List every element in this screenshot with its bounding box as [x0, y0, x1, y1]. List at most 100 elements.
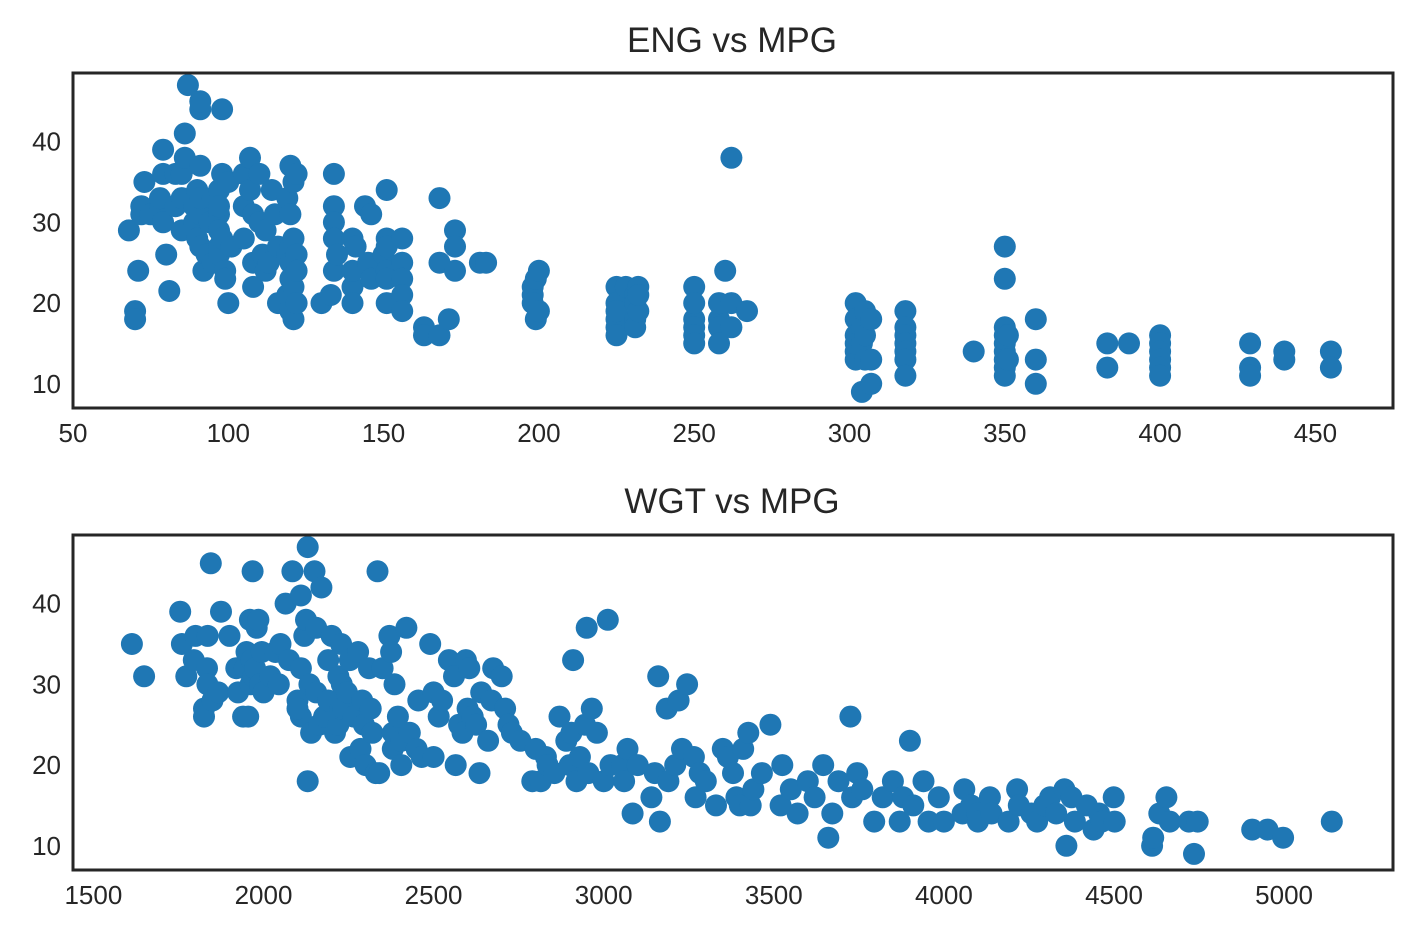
data-point: [1055, 834, 1078, 857]
data-point: [199, 552, 222, 575]
data-point: [344, 235, 367, 258]
data-point: [210, 600, 232, 623]
data-point: [626, 754, 649, 777]
data-point: [330, 633, 353, 655]
data-point: [1183, 842, 1205, 865]
data-point: [232, 227, 255, 250]
y-tick-label: 40: [32, 589, 61, 619]
data-point: [1096, 356, 1119, 379]
data-point: [395, 616, 418, 639]
x-tick-label: 200: [517, 418, 560, 448]
x-axis-ticks: 1500 2000 2500 3000 3500 4000 4500 5000: [64, 880, 1313, 910]
data-point: [218, 624, 241, 647]
axes-frame: [71, 533, 1395, 872]
data-point: [269, 633, 292, 655]
scatter-points: [117, 74, 1342, 403]
data-point: [978, 786, 1001, 809]
data-point: [562, 649, 585, 672]
data-point: [359, 697, 382, 720]
data-point: [189, 154, 212, 177]
data-point: [683, 275, 706, 298]
data-point: [1118, 332, 1140, 355]
data-point: [237, 705, 260, 728]
data-point: [322, 162, 345, 185]
x-tick-label: 1500: [64, 880, 122, 910]
data-point: [1096, 332, 1119, 355]
data-point: [257, 251, 280, 274]
data-point: [720, 316, 743, 339]
data-point: [888, 810, 911, 833]
data-point: [189, 90, 212, 113]
data-point: [285, 162, 308, 185]
data-point: [786, 802, 809, 825]
data-point: [444, 754, 467, 777]
data-point: [347, 641, 370, 663]
y-axis-ticks: 10 20 30 40: [32, 127, 61, 399]
data-point: [694, 770, 717, 793]
data-point: [169, 600, 192, 623]
data-point: [208, 195, 230, 218]
x-axis-ticks: 50 100 150 200 250 300 350 400 450: [59, 418, 1338, 448]
data-point: [360, 203, 383, 226]
data-point: [341, 292, 364, 315]
data-point: [263, 203, 286, 226]
data-point: [667, 689, 690, 712]
data-point: [124, 308, 147, 331]
data-point: [640, 786, 663, 809]
data-point: [1239, 332, 1262, 355]
data-point: [705, 794, 727, 817]
data-point: [428, 324, 451, 347]
data-point: [390, 754, 413, 777]
data-point: [117, 219, 140, 242]
data-point: [1149, 364, 1172, 387]
data-point: [176, 74, 199, 97]
data-point: [196, 657, 218, 680]
data-point: [391, 227, 414, 250]
data-point: [742, 778, 765, 801]
y-tick-label: 40: [32, 127, 61, 157]
data-point: [596, 608, 619, 631]
data-point: [851, 778, 874, 801]
data-point: [860, 308, 883, 331]
x-tick-label: 5000: [1255, 880, 1313, 910]
x-tick-label: 4500: [1085, 880, 1143, 910]
data-point: [211, 98, 234, 121]
data-point: [997, 810, 1020, 833]
data-point: [993, 267, 1016, 290]
data-point: [1241, 818, 1264, 841]
data-point: [860, 372, 883, 395]
data-point: [375, 179, 398, 201]
data-point: [817, 826, 840, 849]
data-point: [444, 219, 466, 242]
data-point: [1142, 826, 1165, 849]
data-point: [413, 324, 435, 347]
data-point: [289, 657, 312, 680]
data-point: [468, 762, 491, 785]
data-point: [722, 762, 744, 785]
data-point: [341, 275, 364, 298]
data-point: [490, 665, 513, 688]
x-tick-label: 2000: [235, 880, 293, 910]
data-point: [616, 737, 639, 760]
data-point: [391, 251, 414, 274]
y-tick-label: 30: [32, 207, 61, 237]
data-point: [391, 300, 414, 323]
data-point: [296, 536, 319, 559]
data-point: [568, 746, 591, 768]
data-point: [803, 786, 826, 809]
data-point: [477, 729, 500, 752]
data-point: [1102, 786, 1125, 809]
data-point: [605, 324, 628, 347]
data-point: [737, 721, 760, 744]
data-point: [759, 713, 782, 736]
data-point: [684, 786, 707, 809]
data-point: [1272, 826, 1295, 849]
data-point: [621, 802, 644, 825]
data-point: [863, 810, 886, 833]
data-point: [871, 786, 894, 809]
data-point: [1045, 802, 1068, 825]
data-point: [996, 348, 1019, 371]
data-point: [912, 770, 935, 793]
